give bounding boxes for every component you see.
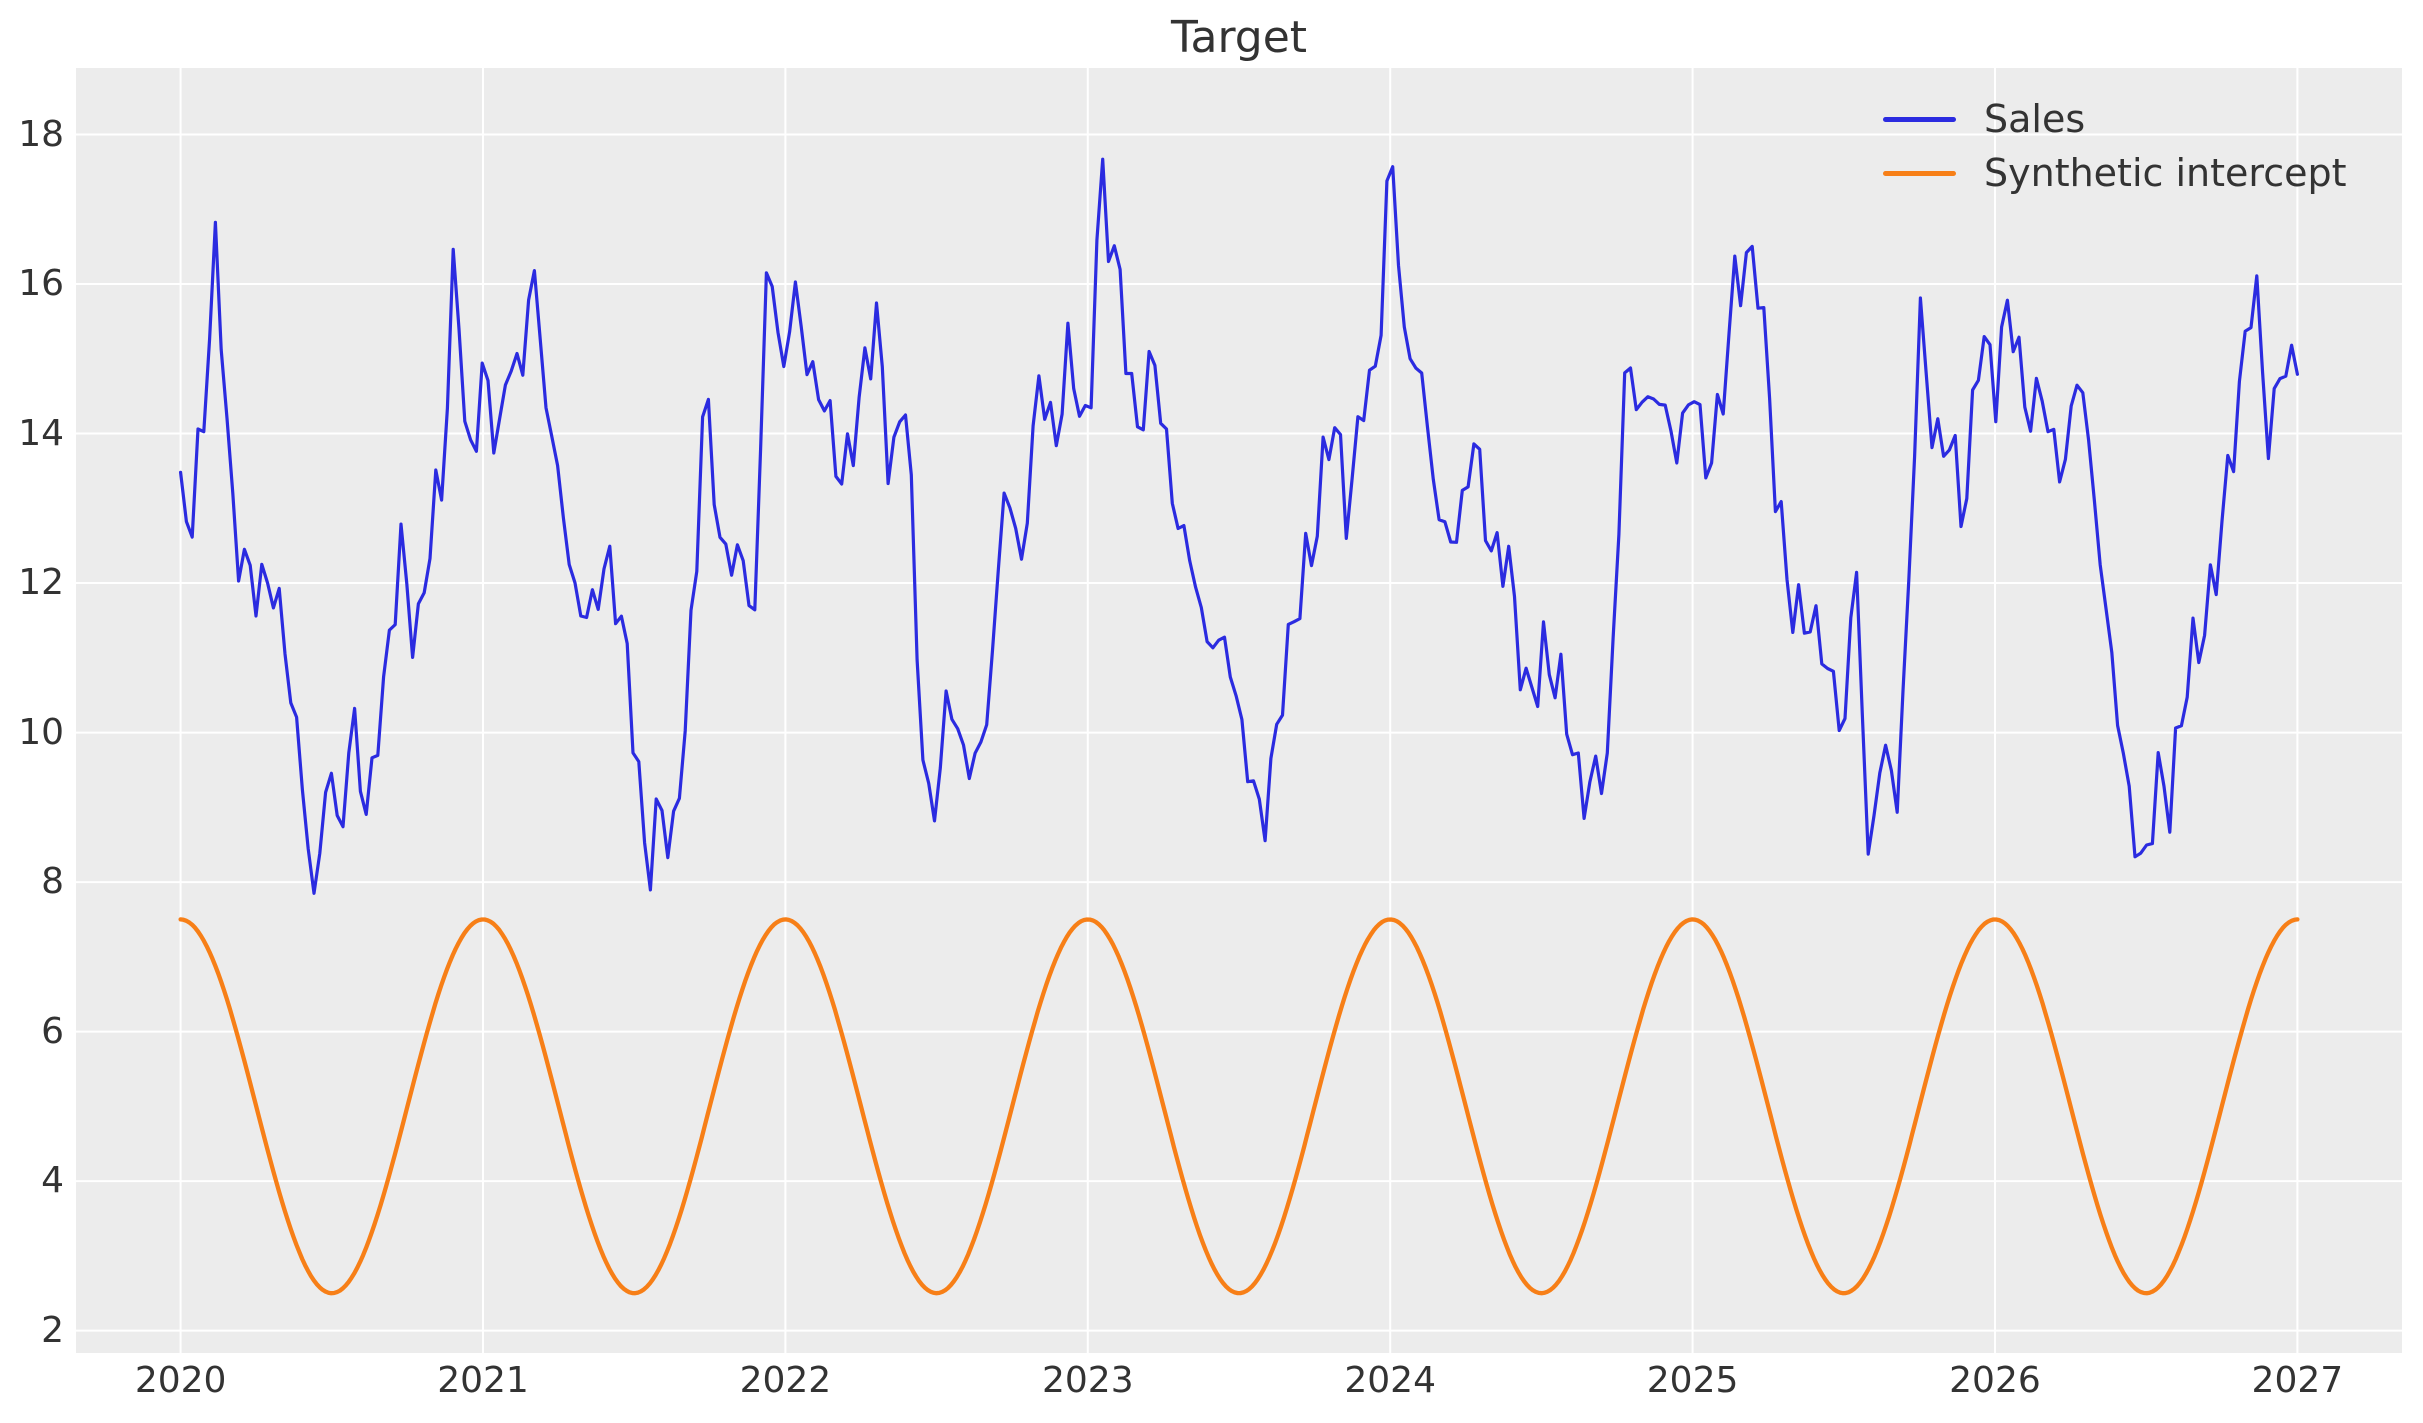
y-tick-label: 4 bbox=[41, 1160, 64, 1202]
gridlines bbox=[76, 68, 2402, 1353]
legend-item-sales: Sales bbox=[1883, 92, 2346, 146]
sales-line bbox=[179, 157, 2299, 895]
synthetic-intercept-line-swatch bbox=[1883, 170, 1956, 176]
y-tick-label: 10 bbox=[18, 711, 64, 753]
x-tick-label: 2025 bbox=[1646, 1360, 1739, 1401]
chart-title: Target bbox=[1170, 12, 1308, 63]
x-tick-label: 2022 bbox=[739, 1360, 832, 1401]
sales-line-swatch bbox=[1883, 116, 1956, 122]
x-tick-label: 2021 bbox=[437, 1360, 529, 1401]
y-tick-label: 6 bbox=[41, 1010, 64, 1052]
x-tick-label: 2026 bbox=[1949, 1360, 2041, 1401]
y-tick-label: 2 bbox=[41, 1309, 64, 1351]
y-tick-label: 8 bbox=[41, 861, 64, 903]
x-tick-label: 2020 bbox=[134, 1360, 227, 1401]
synthetic-intercept-line bbox=[178, 917, 2300, 1296]
legend-label-synthetic-intercept: Synthetic intercept bbox=[1984, 151, 2347, 195]
legend: Sales Synthetic intercept bbox=[1883, 92, 2346, 200]
y-tick-label: 14 bbox=[18, 412, 64, 454]
y-tick-label: 16 bbox=[18, 263, 64, 305]
y-tick-label: 12 bbox=[18, 562, 64, 604]
x-tick-label: 2027 bbox=[2251, 1360, 2344, 1401]
legend-item-synthetic-intercept: Synthetic intercept bbox=[1883, 146, 2346, 200]
x-tick-label: 2024 bbox=[1344, 1360, 1436, 1401]
x-tick-label: 2023 bbox=[1041, 1360, 1134, 1401]
y-tick-label: 18 bbox=[18, 113, 64, 155]
legend-label-sales: Sales bbox=[1984, 97, 2086, 141]
